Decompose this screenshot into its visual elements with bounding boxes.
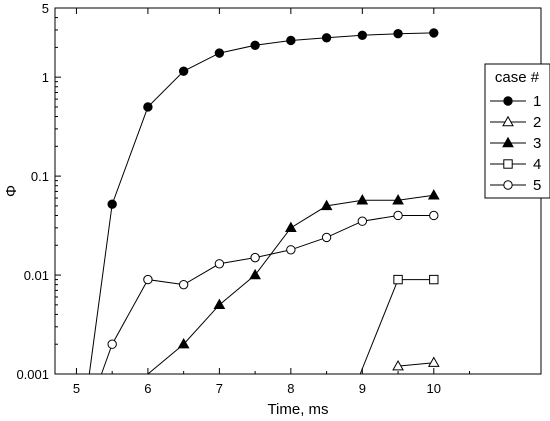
data-point	[214, 259, 225, 269]
data-point	[250, 40, 260, 50]
series-line	[100, 214, 434, 375]
data-point	[392, 359, 404, 371]
data-point	[321, 232, 332, 243]
series-2	[392, 356, 440, 371]
y-axis: 0.001 0.01 0.1 1 5	[16, 1, 61, 382]
legend-marker	[503, 180, 513, 190]
x-tick-label: 7	[216, 381, 223, 396]
data-point	[429, 210, 439, 221]
data-point	[286, 35, 296, 46]
legend-title: case #	[495, 69, 540, 86]
data-point	[177, 337, 190, 349]
legend-marker	[502, 136, 514, 148]
data-point	[286, 245, 296, 255]
x-tick-label: 10	[427, 381, 441, 396]
legend-label: 2	[533, 114, 541, 131]
legend-item-2: 2	[490, 114, 541, 131]
data-point	[357, 216, 368, 226]
series-line	[398, 362, 434, 367]
series-3	[147, 189, 440, 375]
data-point	[357, 30, 368, 40]
legend-marker	[503, 96, 513, 106]
x-axis-title: Time, ms	[267, 401, 328, 418]
data-point	[427, 189, 440, 200]
legend-item-1: 1	[490, 93, 541, 110]
legend-box	[484, 63, 550, 199]
plot-frame	[54, 7, 542, 375]
y-axis-title: Φ	[3, 185, 20, 197]
data-point	[320, 199, 333, 211]
series-4	[359, 274, 439, 375]
legend: case # 1 2 3 4 5	[484, 63, 550, 199]
series-line	[88, 32, 434, 375]
legend-label: 5	[533, 177, 541, 194]
data-point	[284, 221, 297, 233]
y-tick-label: 5	[42, 1, 49, 16]
legend-label: 1	[533, 93, 541, 110]
data-point	[249, 268, 261, 280]
data-point	[107, 199, 117, 209]
y-tick-label: 1	[42, 70, 49, 85]
x-tick-label: 9	[359, 381, 366, 396]
data-point	[321, 33, 332, 43]
x-tick-label: 6	[144, 381, 151, 396]
data-point	[214, 48, 225, 58]
legend-label: 4	[533, 156, 541, 173]
data-point	[143, 274, 153, 285]
data-point	[356, 194, 369, 205]
legend-item-5: 5	[490, 177, 541, 194]
data-point	[429, 28, 439, 38]
y-tick-label: 0.1	[31, 169, 49, 184]
y-tick-label: 0.01	[24, 268, 49, 283]
plot-area	[88, 28, 440, 375]
data-point	[107, 339, 117, 349]
data-point	[143, 102, 153, 112]
legend-item-4: 4	[490, 156, 541, 173]
x-tick-label: 8	[287, 381, 294, 396]
x-axis: 5 6 7 8 9 10	[73, 8, 471, 396]
data-point	[393, 274, 403, 285]
data-point	[393, 28, 403, 39]
series-line	[359, 279, 434, 375]
legend-marker	[503, 159, 513, 169]
data-point	[178, 279, 189, 290]
data-point	[427, 356, 440, 367]
legend-item-3: 3	[490, 135, 541, 152]
legend-marker	[502, 115, 514, 127]
data-point	[250, 252, 260, 263]
data-point	[178, 66, 189, 76]
series-5	[100, 210, 439, 375]
data-point	[392, 194, 404, 205]
data-point	[393, 210, 403, 221]
data-point	[213, 298, 226, 310]
x-tick-label: 5	[73, 381, 80, 396]
data-point	[429, 274, 439, 285]
series-1	[88, 28, 439, 375]
y-tick-label: 0.001	[16, 367, 49, 382]
legend-label: 3	[533, 135, 541, 152]
